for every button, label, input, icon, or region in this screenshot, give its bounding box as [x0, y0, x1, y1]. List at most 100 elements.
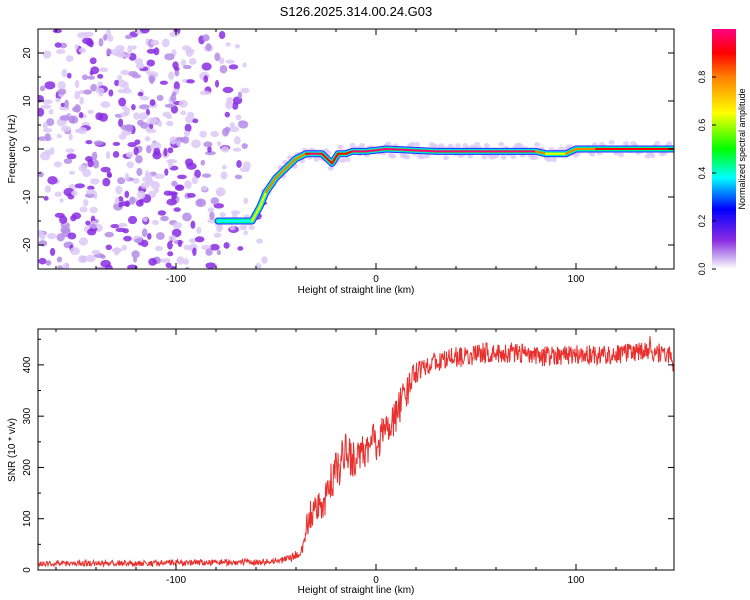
ridge-segment: [259, 191, 267, 208]
noise-blob: [164, 168, 169, 176]
noise-blob: [214, 52, 221, 62]
noise-blob: [170, 265, 177, 269]
noise-blob: [133, 256, 138, 263]
noise-blob: [172, 221, 183, 229]
noise-blob: [241, 143, 248, 149]
noise-blob: [229, 126, 240, 133]
noise-blob: [186, 162, 197, 170]
y-tick-label: 0: [22, 146, 33, 152]
noise-blob: [176, 256, 185, 265]
noise-blob: [159, 80, 169, 85]
noise-blob: [163, 147, 168, 157]
y-tick-label: -20: [22, 237, 33, 252]
noise-blob: [66, 153, 77, 160]
noise-blob: [173, 81, 180, 91]
noise-blob: [225, 42, 231, 47]
noise-blob: [178, 99, 188, 108]
noise-blob: [89, 223, 97, 230]
noise-blob: [175, 185, 184, 190]
noise-blob: [57, 88, 67, 96]
noise-blob: [182, 64, 192, 70]
noise-blob: [225, 59, 235, 64]
x-tick-label: 100: [568, 274, 585, 285]
noise-blob: [91, 249, 101, 255]
noise-blob: [95, 87, 105, 94]
noise-blob: [74, 44, 79, 50]
noise-blob: [139, 198, 144, 205]
noise-blob: [203, 141, 213, 148]
noise-blob: [107, 35, 114, 42]
noise-blob: [136, 190, 146, 200]
noise-blob: [239, 166, 250, 173]
noise-blob: [261, 256, 268, 264]
noise-blob: [112, 151, 120, 158]
noise-blob: [44, 185, 52, 193]
noise-blob: [55, 48, 66, 55]
snr-series-line: [38, 336, 674, 568]
noise-blob: [133, 112, 140, 120]
noise-blob: [156, 94, 164, 102]
noise-blob: [237, 246, 244, 251]
ridge-segment: [331, 152, 339, 165]
noise-blob: [68, 115, 79, 124]
noise-blob: [139, 29, 150, 34]
noise-blob: [105, 151, 111, 160]
spectrogram-xlabel: Height of straight line (km): [298, 285, 415, 296]
noise-blob: [131, 45, 137, 50]
noise-blob: [173, 207, 181, 212]
noise-blob: [155, 232, 165, 240]
snr-panel: -100 0 100 0 100 200 300 400 Height of straight…: [7, 328, 675, 596]
figure-title: S126.2025.314.00.24.G03: [280, 4, 433, 19]
noise-blob: [74, 90, 81, 100]
noise-blob: [66, 72, 72, 79]
noise-blob: [117, 88, 127, 94]
noise-blob: [210, 197, 219, 205]
snr-ylabel: SNR (10 * v/v): [7, 418, 18, 482]
ridge-halo: [313, 156, 320, 162]
ridge-halo: [241, 224, 248, 230]
noise-blob: [89, 57, 97, 65]
noise-blob: [180, 110, 187, 116]
noise-blob: [44, 133, 51, 142]
noise-blob: [147, 233, 152, 240]
noise-blob: [167, 147, 174, 154]
noise-blob: [91, 151, 98, 161]
noise-blob: [125, 124, 134, 132]
noise-blob: [71, 190, 78, 196]
noise-blob: [81, 122, 91, 127]
noise-blob: [161, 38, 170, 48]
noise-blob: [100, 254, 106, 259]
noise-blob: [95, 112, 104, 121]
noise-blob: [138, 112, 149, 120]
y-tick-label: 10: [22, 95, 33, 107]
noise-blob: [86, 38, 93, 47]
noise-blob: [167, 251, 174, 257]
noise-blob: [210, 131, 219, 138]
ridge-halo: [423, 153, 430, 159]
noise-blob: [38, 257, 47, 265]
noise-blob: [44, 81, 56, 90]
noise-blob: [138, 104, 150, 110]
noise-blob: [127, 141, 137, 148]
noise-blob: [114, 196, 120, 205]
noise-blob: [191, 139, 201, 149]
noise-blob: [39, 85, 46, 92]
noise-blob: [56, 256, 63, 263]
noise-blob: [79, 206, 88, 213]
noise-blob: [216, 190, 223, 197]
noise-blob: [55, 97, 61, 103]
noise-blob: [229, 122, 235, 128]
noise-blob: [69, 246, 80, 256]
noise-blob: [132, 177, 140, 184]
noise-blob: [82, 31, 94, 38]
noise-blob: [136, 167, 143, 177]
noise-blob: [163, 190, 173, 196]
noise-blob: [83, 199, 89, 207]
noise-blob: [114, 79, 120, 87]
ridge-halo: [217, 224, 224, 230]
noise-blob: [108, 89, 114, 97]
ridge-segment: [565, 148, 577, 155]
noise-blob: [237, 91, 243, 100]
ridge-segment: [275, 167, 287, 179]
